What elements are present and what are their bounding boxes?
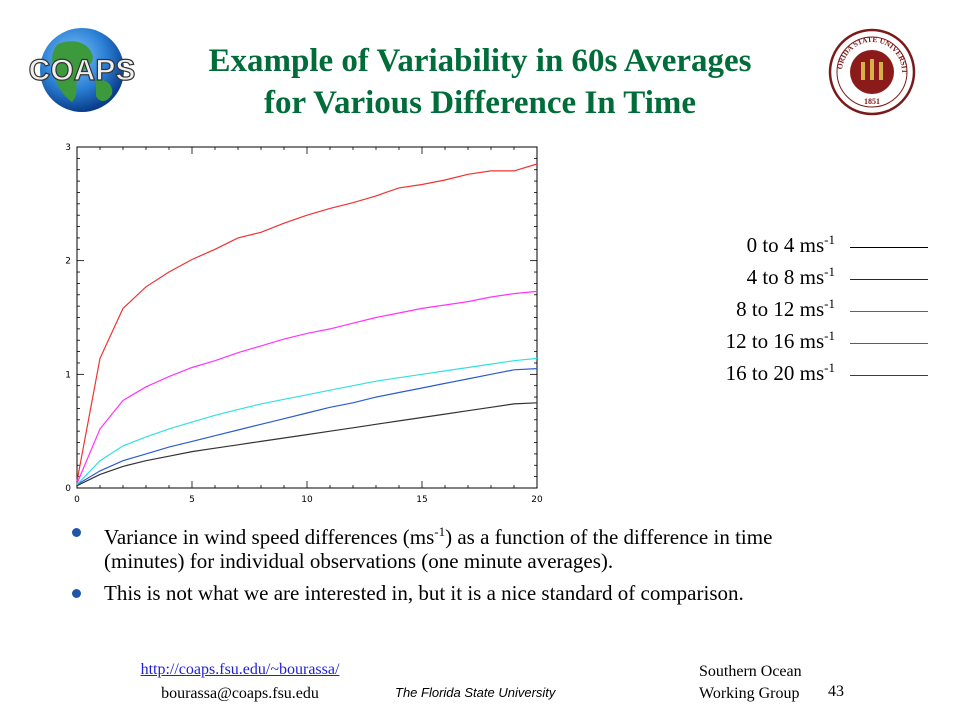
chart-legend: 0 to 4 ms-1 4 to 8 ms-1 8 to 12 ms-1 12 to … xyxy=(680,232,940,392)
legend-label-sup: -1 xyxy=(824,264,835,279)
footer-university: The Florida State University xyxy=(395,685,556,700)
bullet-text-1b: ) as a function of the difference in tim… xyxy=(104,525,773,573)
seal-year: 1851 xyxy=(864,97,880,106)
legend-label: 0 to 4 ms-1 xyxy=(747,232,835,258)
legend-label-text: 0 to 4 ms xyxy=(746,233,825,257)
legend-item: 12 to 16 ms-1 xyxy=(680,328,940,358)
bullet-sup-1: -1 xyxy=(434,524,446,539)
title-line-2: for Various Difference In Time xyxy=(263,85,697,121)
y-tick-label: 2 xyxy=(65,257,71,267)
legend-label: 4 to 8 ms-1 xyxy=(747,264,835,290)
x-tick-label: 0 xyxy=(74,495,80,505)
legend-item: 4 to 8 ms-1 xyxy=(680,264,940,294)
legend-line-swatch xyxy=(850,247,928,248)
x-tick-label: 5 xyxy=(189,495,195,505)
bullet-text-1a: Variance in wind speed differences (ms xyxy=(104,525,435,549)
series-line-5 xyxy=(76,163,538,482)
legend-item: 16 to 20 ms-1 xyxy=(680,360,940,390)
legend-item: 0 to 4 ms-1 xyxy=(680,232,940,262)
y-tick-label: 0 xyxy=(65,484,71,494)
bullet-text-2: This is not what we are interested in, b… xyxy=(104,581,744,605)
x-tick-label: 20 xyxy=(531,495,543,505)
legend-label: 8 to 12 ms-1 xyxy=(736,296,835,322)
legend-label: 12 to 16 ms-1 xyxy=(726,328,835,354)
legend-label-text: 8 to 12 ms xyxy=(736,297,825,321)
bullet-item: Variance in wind speed differences (ms-1… xyxy=(64,520,824,573)
legend-line-swatch xyxy=(850,375,928,376)
legend-line-swatch xyxy=(850,279,928,280)
legend-label-text: 16 to 20 ms xyxy=(725,361,825,385)
series-line-1 xyxy=(76,402,538,487)
series-line-4 xyxy=(76,290,538,484)
legend-line-swatch xyxy=(850,311,928,312)
coaps-logo-text: COAPS xyxy=(29,54,136,87)
y-tick-label: 1 xyxy=(65,370,71,380)
coaps-logo: COAPS xyxy=(28,28,136,112)
series-line-2 xyxy=(76,368,538,486)
x-tick-label: 15 xyxy=(416,495,427,505)
legend-item: 8 to 12 ms-1 xyxy=(680,296,940,326)
bullet-item: This is not what we are interested in, b… xyxy=(64,581,824,605)
page-number: 43 xyxy=(828,683,844,700)
legend-label: 16 to 20 ms-1 xyxy=(726,360,835,386)
title-line-1: Example of Variability in 60s Averages xyxy=(208,43,752,79)
series-line-3 xyxy=(76,357,538,486)
legend-label-sup: -1 xyxy=(824,328,835,343)
y-tick-label: 3 xyxy=(65,143,71,153)
bullet-dot-icon xyxy=(72,589,81,598)
footer-email: bourassa@coaps.fsu.edu xyxy=(161,685,319,702)
footer-group-line-1: Southern Ocean xyxy=(699,663,802,680)
x-tick-label: 10 xyxy=(301,495,313,505)
bullet-dot-icon xyxy=(72,528,81,537)
bullet-list: Variance in wind speed differences (ms-1… xyxy=(64,520,824,613)
footer-group-line-2: Working Group xyxy=(699,685,800,702)
footer-group: Southern Ocean Working Group xyxy=(699,661,802,705)
homepage-link[interactable]: http://coaps.fsu.edu/~bourassa/ xyxy=(140,661,340,678)
slide-title: Example of Variability in 60s Averages f… xyxy=(150,40,810,124)
legend-label-sup: -1 xyxy=(824,232,835,247)
legend-line-swatch xyxy=(850,343,928,344)
variance-line-chart: 0 5 10 15 20 0 1 2 3 xyxy=(65,143,543,505)
legend-label-text: 4 to 8 ms xyxy=(746,265,825,289)
legend-label-sup: -1 xyxy=(824,360,835,375)
legend-label-sup: -1 xyxy=(824,296,835,311)
legend-label-text: 12 to 16 ms xyxy=(725,329,825,353)
fsu-seal: FLORIDA STATE UNIVERSITY 1851 xyxy=(828,28,916,116)
